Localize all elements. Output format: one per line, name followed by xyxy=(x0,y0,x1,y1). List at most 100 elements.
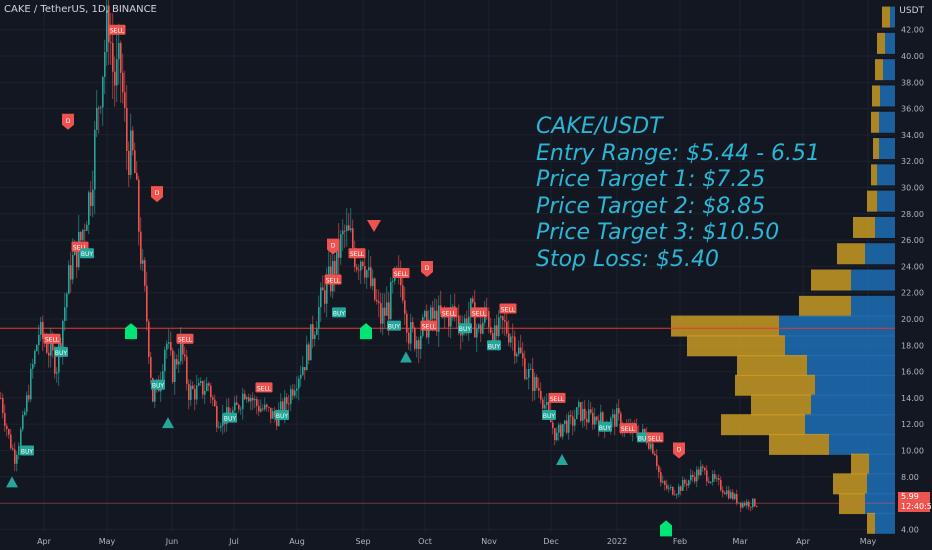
candle-body xyxy=(100,107,102,109)
candle-body xyxy=(468,316,470,330)
candle-body xyxy=(48,352,50,356)
candle-body xyxy=(306,344,308,371)
candle-body xyxy=(690,475,692,481)
candle-body xyxy=(244,393,246,400)
volume-profile-up xyxy=(737,355,807,377)
candle-body xyxy=(52,340,54,351)
candle-body xyxy=(642,428,644,434)
candle-body xyxy=(46,343,48,353)
candle-body xyxy=(520,347,522,353)
candle-body xyxy=(14,449,16,464)
candle-body xyxy=(578,402,580,408)
candle-body xyxy=(136,173,138,180)
candle-body xyxy=(162,371,164,381)
x-tick-label: Jul xyxy=(228,537,239,546)
candle-body xyxy=(310,324,312,361)
candle-body xyxy=(40,321,42,335)
volume-profile-down xyxy=(865,243,895,265)
candle-body xyxy=(682,479,684,491)
candle-body xyxy=(102,76,104,108)
candle-body xyxy=(602,412,604,423)
candle-body xyxy=(206,383,208,391)
x-tick-label: Mar xyxy=(732,537,748,546)
candle-body xyxy=(30,368,32,400)
candle-body xyxy=(536,377,538,388)
signal-label: SELL xyxy=(326,278,341,285)
candle-body xyxy=(720,479,722,491)
candle-body xyxy=(154,388,156,402)
sell-signal xyxy=(348,248,366,259)
candle-body xyxy=(356,267,358,270)
volume-profile-up xyxy=(837,243,865,265)
candle-body xyxy=(258,405,260,412)
candle-body xyxy=(208,383,210,386)
divergence-label: D xyxy=(66,118,71,125)
candle-body xyxy=(50,340,52,356)
candle-body xyxy=(650,443,652,449)
candle-body xyxy=(700,466,702,476)
candle-body xyxy=(710,481,712,483)
y-tick-label: 40.00 xyxy=(901,52,924,61)
volume-profile-up xyxy=(751,394,811,416)
candle-body xyxy=(18,445,20,455)
candle-body xyxy=(336,239,338,275)
volume-profile-up xyxy=(671,315,779,337)
candle-body xyxy=(656,455,658,466)
candle-body xyxy=(126,107,128,151)
candle-body xyxy=(754,498,756,507)
candle-body xyxy=(6,425,8,430)
candle-body xyxy=(418,340,420,350)
candle-body xyxy=(234,402,236,411)
candle-body xyxy=(732,492,734,499)
candle-body xyxy=(106,5,108,53)
divergence-label: D xyxy=(425,265,430,272)
volume-profile-up xyxy=(873,138,879,160)
candle-body xyxy=(274,411,276,418)
candle-body xyxy=(560,424,562,437)
candle-body xyxy=(132,130,134,151)
candle-body xyxy=(664,481,666,485)
volume-profile-down xyxy=(869,453,895,475)
signal-label: SELL xyxy=(110,28,125,35)
candle-body xyxy=(410,322,412,344)
up-triangle-marker xyxy=(162,417,174,429)
volume-profile-up xyxy=(877,32,885,54)
candle-body xyxy=(740,502,742,508)
candle-body xyxy=(530,368,532,370)
volume-profile-down xyxy=(867,473,895,495)
candle-body xyxy=(386,302,388,316)
y-tick-label: 8.00 xyxy=(901,473,919,482)
volume-profile-up xyxy=(871,111,879,133)
candle-body xyxy=(298,378,300,389)
candle-body xyxy=(568,415,570,433)
y-tick-label: 22.00 xyxy=(901,289,924,298)
signal-label: SELL xyxy=(472,310,487,317)
candle-body xyxy=(302,367,304,375)
signal-label: BUY xyxy=(459,326,472,333)
candle-body xyxy=(166,343,168,350)
volume-profile-down xyxy=(805,414,895,436)
trade-pair: CAKE/USDT xyxy=(536,114,663,139)
volume-profile-down xyxy=(815,374,895,396)
candle-body xyxy=(498,317,500,337)
trade-setup-text: CAKE/USDT Entry Range: $5.44 - 6.51 Pric… xyxy=(536,114,820,273)
candle-body xyxy=(600,412,602,429)
buy-signal xyxy=(275,409,289,420)
candle-body xyxy=(350,228,352,231)
candle-body xyxy=(272,411,274,419)
candle-body xyxy=(522,352,524,359)
x-tick-label: 2022 xyxy=(607,537,627,546)
signal-label: BUY xyxy=(81,251,94,258)
x-tick-label: Sep xyxy=(355,537,370,546)
buy-signal xyxy=(80,248,94,259)
candle-body xyxy=(292,389,294,396)
candle-body xyxy=(334,260,336,275)
candle-body xyxy=(260,408,262,412)
candle-body xyxy=(36,345,38,351)
candle-body xyxy=(490,327,492,334)
volume-profile-up xyxy=(833,473,867,495)
volume-profile-down xyxy=(829,433,895,455)
candle-body xyxy=(382,307,384,324)
candle-body xyxy=(268,407,270,408)
